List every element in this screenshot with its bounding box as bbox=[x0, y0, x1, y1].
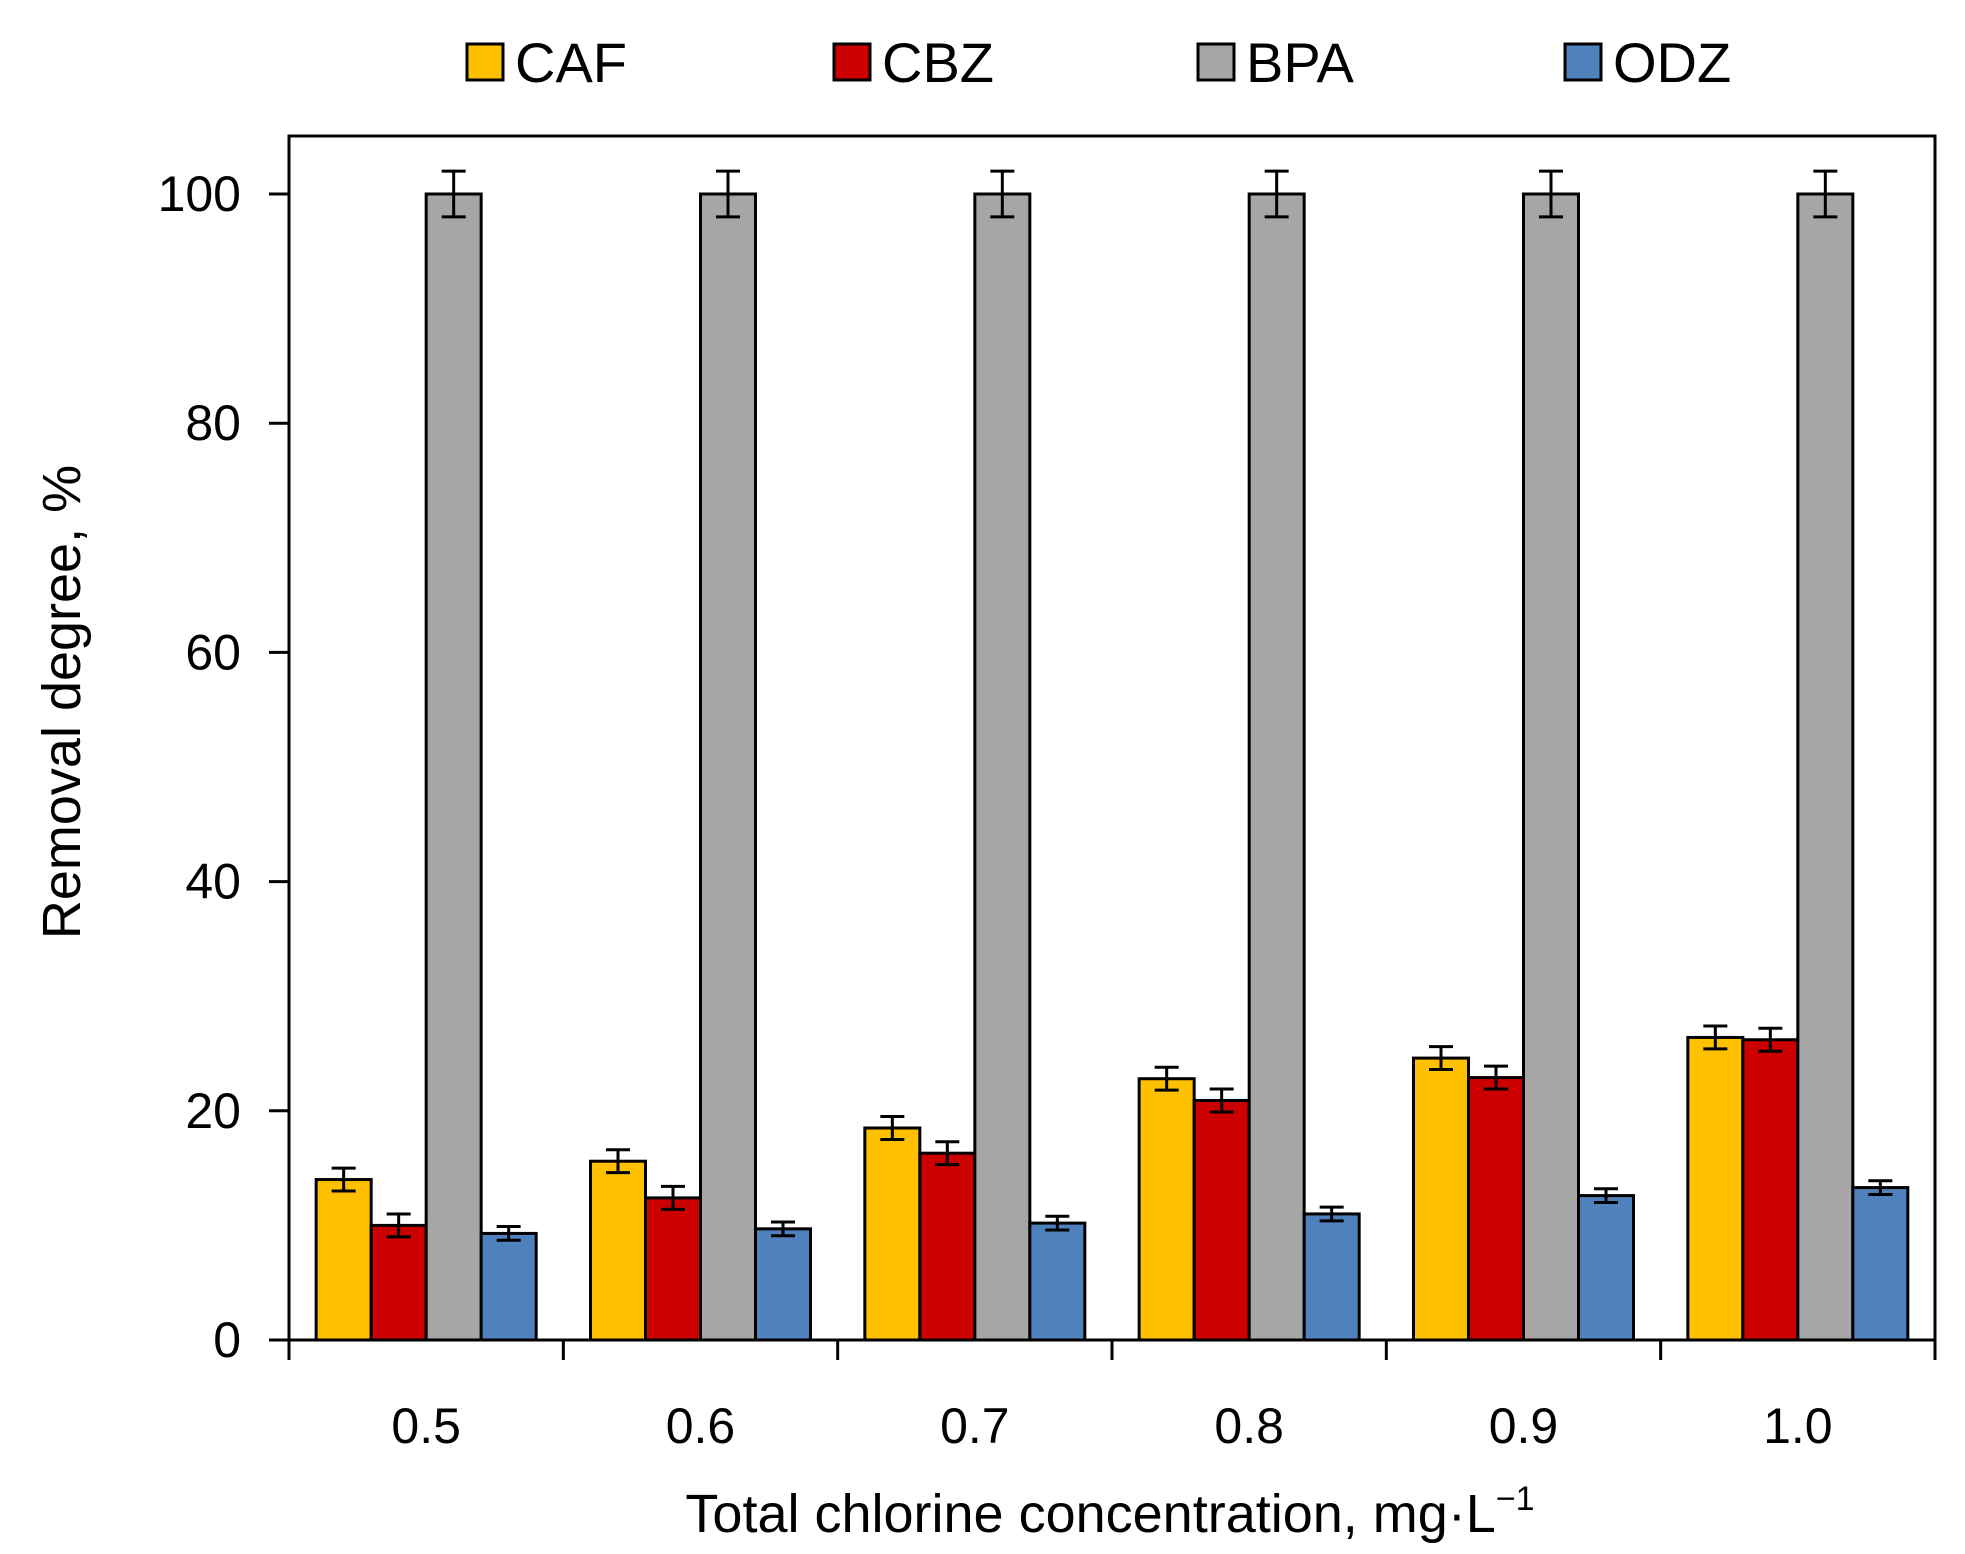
error-bar-odz-0.8 bbox=[1319, 1205, 1344, 1223]
error-bar-bpa-0.7 bbox=[990, 169, 1015, 219]
x-tick-label-0.6: 0.6 bbox=[666, 1398, 736, 1454]
bar-cbz-1.0 bbox=[1741, 1038, 1800, 1342]
bar-caf-0.6 bbox=[589, 1159, 647, 1342]
legend: CAF CBZ BPA ODZ bbox=[465, 31, 1731, 94]
legend-swatch-odz bbox=[1563, 42, 1603, 82]
y-tick-label-0: 0 bbox=[213, 1312, 241, 1368]
legend-item-caf: CAF bbox=[465, 31, 627, 94]
error-bar-cbz-0.6 bbox=[661, 1184, 685, 1211]
error-bar-caf-0.8 bbox=[1154, 1065, 1179, 1092]
error-bar-cbz-0.7 bbox=[935, 1140, 960, 1167]
y-tick-label-40: 40 bbox=[185, 854, 241, 910]
bar-bpa-0.8 bbox=[1247, 192, 1306, 1342]
bar-odz-1.0 bbox=[1851, 1186, 1910, 1342]
error-bar-odz-0.6 bbox=[771, 1220, 795, 1238]
legend-swatch-cbz bbox=[832, 42, 872, 82]
x-tick-label-0.8: 0.8 bbox=[1214, 1398, 1284, 1454]
bar-bpa-1.0 bbox=[1796, 192, 1855, 1342]
bar-cbz-0.8 bbox=[1192, 1098, 1251, 1342]
y-tick-label-60: 60 bbox=[185, 624, 241, 680]
x-tick-label-0.7: 0.7 bbox=[940, 1398, 1010, 1454]
x-tick-label-0.9: 0.9 bbox=[1489, 1398, 1559, 1454]
x-axis-title-superscript: −1 bbox=[1496, 1480, 1535, 1518]
x-tick-label-1.0: 1.0 bbox=[1763, 1398, 1833, 1454]
error-bar-bpa-0.9 bbox=[1539, 169, 1563, 219]
legend-swatch-caf bbox=[465, 42, 505, 82]
bar-cbz-0.5 bbox=[369, 1223, 428, 1342]
error-bar-caf-0.9 bbox=[1429, 1045, 1453, 1072]
legend-item-odz: ODZ bbox=[1563, 31, 1731, 94]
error-bar-caf-1.0 bbox=[1703, 1024, 1728, 1051]
error-bar-caf-0.5 bbox=[331, 1166, 356, 1193]
y-tick-label-100: 100 bbox=[158, 166, 241, 222]
bar-bpa-0.6 bbox=[699, 192, 757, 1342]
bar-caf-1.0 bbox=[1686, 1035, 1745, 1342]
bar-caf-0.8 bbox=[1137, 1077, 1196, 1342]
legend-label-odz: ODZ bbox=[1613, 31, 1731, 94]
error-bar-bpa-0.6 bbox=[716, 169, 740, 219]
bar-caf-0.7 bbox=[863, 1126, 922, 1342]
error-bar-cbz-0.8 bbox=[1209, 1087, 1234, 1114]
bar-odz-0.5 bbox=[479, 1231, 538, 1342]
y-axis: 0 20 40 60 80 100 bbox=[158, 166, 289, 1368]
error-bar-caf-0.6 bbox=[606, 1148, 630, 1175]
legend-item-cbz: CBZ bbox=[832, 31, 994, 94]
legend-label-bpa: BPA bbox=[1246, 31, 1355, 94]
y-tick-label-80: 80 bbox=[185, 395, 241, 451]
bar-odz-0.8 bbox=[1302, 1212, 1361, 1342]
legend-label-caf: CAF bbox=[515, 31, 627, 94]
error-bar-bpa-1.0 bbox=[1813, 169, 1838, 219]
bar-bpa-0.7 bbox=[973, 192, 1032, 1342]
y-axis-title: Removal degree, % bbox=[32, 465, 92, 939]
error-bars-layer bbox=[331, 169, 1893, 1242]
error-bar-odz-0.9 bbox=[1594, 1187, 1618, 1204]
bar-cbz-0.7 bbox=[918, 1151, 977, 1342]
legend-label-cbz: CBZ bbox=[882, 31, 994, 94]
bar-caf-0.5 bbox=[314, 1178, 373, 1342]
error-bar-bpa-0.8 bbox=[1264, 169, 1289, 219]
bar-bpa-0.5 bbox=[424, 192, 483, 1342]
bar-odz-0.6 bbox=[754, 1227, 812, 1342]
x-tick-label-0.5: 0.5 bbox=[391, 1398, 461, 1454]
legend-item-bpa: BPA bbox=[1196, 31, 1355, 94]
bar-caf-0.9 bbox=[1412, 1056, 1470, 1342]
legend-swatch-bpa bbox=[1196, 42, 1236, 82]
bar-bpa-0.9 bbox=[1522, 192, 1580, 1342]
bar-cbz-0.6 bbox=[644, 1196, 702, 1342]
error-bar-cbz-0.5 bbox=[386, 1212, 411, 1239]
x-axis: 0.5 0.6 0.7 0.8 0.9 1.0 bbox=[270, 1338, 1937, 1454]
bar-odz-0.7 bbox=[1028, 1221, 1087, 1342]
error-bar-odz-0.5 bbox=[496, 1225, 521, 1242]
error-bar-cbz-0.9 bbox=[1484, 1064, 1508, 1091]
y-tick-label-20: 20 bbox=[185, 1083, 241, 1139]
error-bar-caf-0.7 bbox=[880, 1115, 905, 1141]
error-bar-odz-1.0 bbox=[1868, 1179, 1893, 1196]
error-bar-bpa-0.5 bbox=[441, 169, 466, 219]
bar-odz-0.9 bbox=[1577, 1194, 1635, 1342]
x-axis-title-text: Total chlorine concentration, mg·L bbox=[685, 1484, 1495, 1544]
x-axis-title: Total chlorine concentration, mg·L−1 bbox=[685, 1480, 1534, 1544]
error-bar-cbz-1.0 bbox=[1758, 1026, 1783, 1053]
bars-layer bbox=[314, 192, 1910, 1342]
error-bar-odz-0.7 bbox=[1045, 1214, 1070, 1232]
bar-cbz-0.9 bbox=[1467, 1076, 1525, 1342]
